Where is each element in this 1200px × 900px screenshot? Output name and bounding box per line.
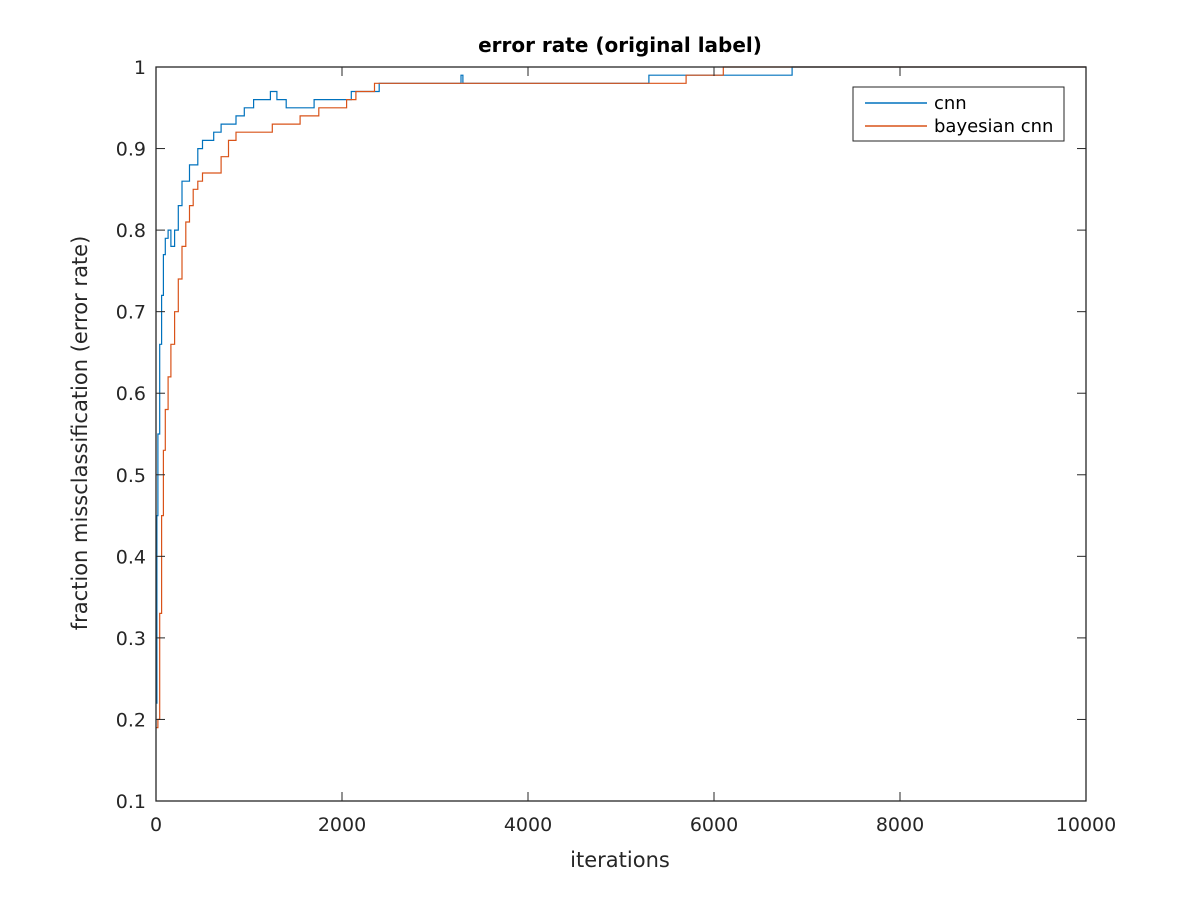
- x-tick-label: 8000: [876, 814, 924, 836]
- chart-title: error rate (original label): [478, 33, 762, 57]
- y-tick-label: 0.1: [116, 791, 146, 813]
- legend-box: [852, 86, 1065, 142]
- x-tick-label: 4000: [504, 814, 552, 836]
- y-tick-label: 0.3: [116, 628, 146, 650]
- x-tick-label: 10000: [1056, 814, 1116, 836]
- y-tick-label: 0.2: [116, 709, 146, 731]
- y-tick-label: 0.9: [116, 139, 146, 161]
- y-tick-label: 0.8: [116, 220, 146, 242]
- y-tick-label: 0.4: [116, 546, 146, 568]
- x-tick-label: 2000: [318, 814, 366, 836]
- axes-background: [156, 67, 1086, 801]
- series-line-bayesian-cnn: [156, 66, 1086, 729]
- y-tick-label: 0.5: [116, 465, 146, 487]
- y-tick-label: 1: [134, 57, 146, 79]
- y-tick-label: 0.6: [116, 383, 146, 405]
- axes-box: [155, 66, 1087, 802]
- x-tick-label: 6000: [690, 814, 738, 836]
- x-axis-label: iterations: [570, 848, 670, 872]
- plot-area: 0 2000 4000 6000 8000 10000 0.1 0.2 0.3 0.4 0.5 0.6…: [116, 57, 1116, 836]
- y-axis-label: fraction missclassification (error rate): [68, 236, 92, 631]
- x-tick-label: 0: [150, 814, 162, 836]
- legend-label-cnn: cnn: [934, 93, 967, 114]
- y-tick-label: 0.7: [116, 302, 146, 324]
- legend-label-bayesian-cnn: bayesian cnn: [934, 116, 1053, 137]
